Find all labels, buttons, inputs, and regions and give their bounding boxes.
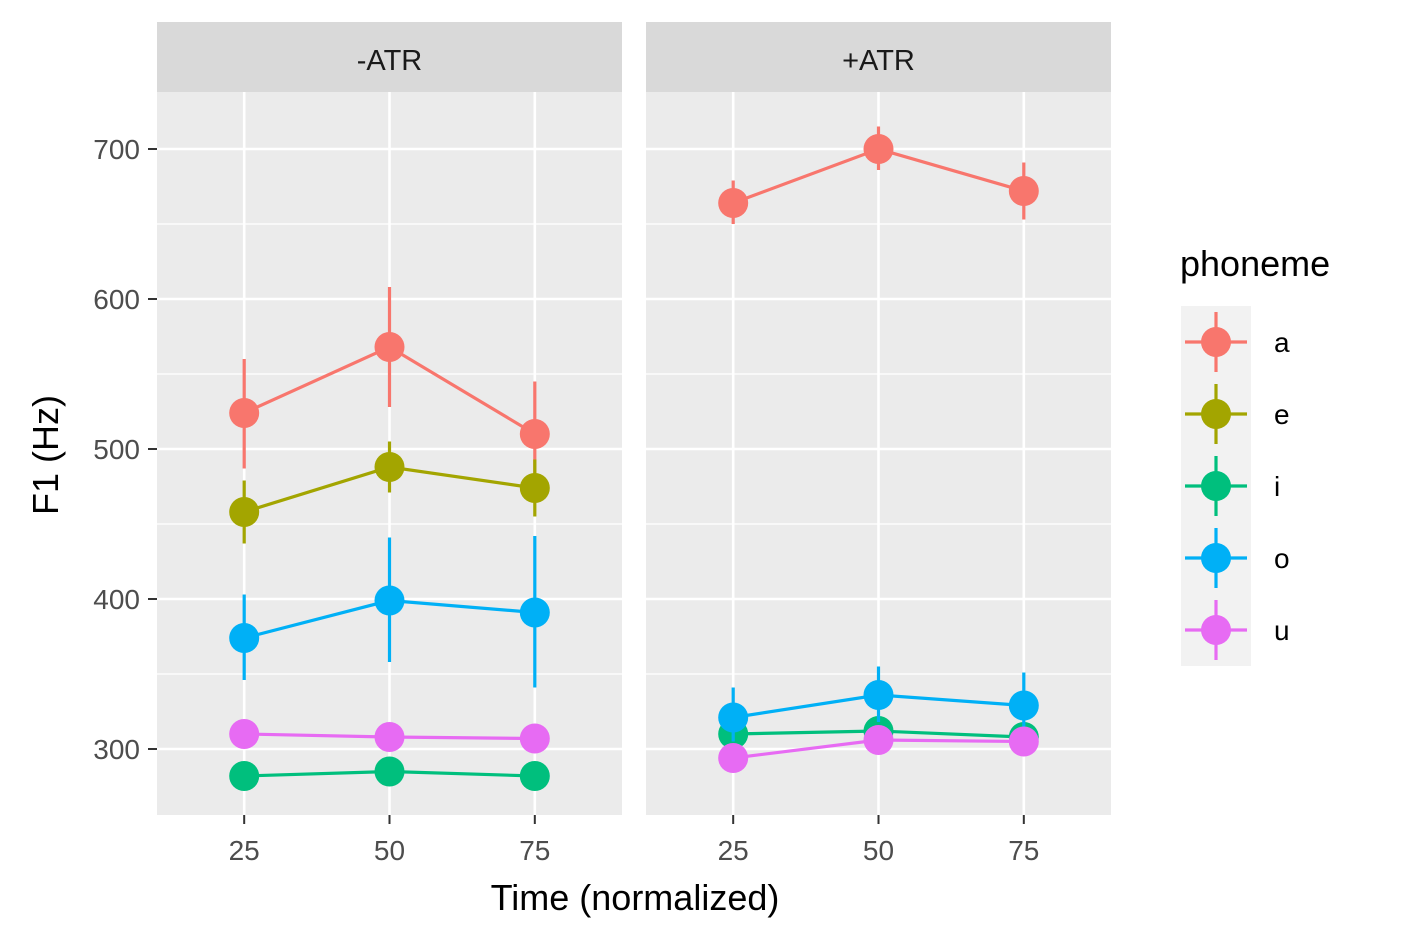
legend-label: a xyxy=(1274,327,1290,358)
x-tick-label: 50 xyxy=(374,835,405,866)
data-point xyxy=(374,722,405,752)
x-tick-label: 25 xyxy=(229,835,260,866)
legend-label: e xyxy=(1274,399,1290,430)
legend-point xyxy=(1201,543,1231,573)
series-a xyxy=(718,126,1039,224)
series-u xyxy=(229,719,550,754)
legend-entry-i: i xyxy=(1185,456,1280,516)
facet-strip-label: -ATR xyxy=(357,45,423,77)
data-point xyxy=(718,702,749,733)
data-point xyxy=(519,723,550,754)
legend-entry-o: o xyxy=(1185,528,1290,588)
legend-entry-u: u xyxy=(1185,600,1290,660)
x-axis-panel-1: 25 50 75 xyxy=(229,815,550,866)
data-point xyxy=(374,452,405,482)
data-point xyxy=(1008,176,1039,206)
data-point xyxy=(374,585,405,616)
legend-label: o xyxy=(1274,543,1290,574)
y-axis: 300 400 500 600 700 xyxy=(93,134,157,765)
x-tick-label: 75 xyxy=(1008,835,1039,866)
data-point xyxy=(229,497,260,527)
y-axis-title: F1 (Hz) xyxy=(25,395,66,515)
facet-panel-1: -ATR xyxy=(157,22,622,815)
data-point xyxy=(229,623,260,653)
y-tick-label: 300 xyxy=(93,734,140,765)
legend-label: i xyxy=(1274,471,1280,502)
data-point xyxy=(229,719,260,749)
data-point xyxy=(374,756,405,787)
series-o xyxy=(229,536,550,688)
legend-entry-a: a xyxy=(1185,312,1290,372)
facet-strip xyxy=(646,22,1111,92)
data-point xyxy=(863,134,894,164)
legend-point xyxy=(1201,327,1231,357)
legend-entry-e: e xyxy=(1185,384,1290,444)
y-tick-label: 600 xyxy=(93,284,140,315)
x-tick-label: 50 xyxy=(863,835,894,866)
series-u xyxy=(718,725,1039,773)
series-o xyxy=(718,666,1039,742)
y-tick-label: 700 xyxy=(93,134,140,165)
legend-title: phoneme xyxy=(1180,243,1330,284)
data-point xyxy=(1008,726,1039,757)
data-point xyxy=(374,332,405,362)
series-i xyxy=(229,756,550,791)
data-point xyxy=(1008,690,1039,721)
legend-label: u xyxy=(1274,615,1290,646)
data-point xyxy=(519,473,550,503)
facet-strip-label: +ATR xyxy=(842,45,915,77)
legend-point xyxy=(1201,399,1231,429)
facet-strip xyxy=(157,22,622,92)
legend-point xyxy=(1201,615,1231,645)
x-tick-label: 25 xyxy=(718,835,749,866)
x-tick-label: 75 xyxy=(519,835,550,866)
data-point xyxy=(718,188,749,218)
y-tick-label: 500 xyxy=(93,434,140,465)
facet-panel-2: +ATR xyxy=(646,22,1111,815)
legend: phoneme a e i o u xyxy=(1180,243,1330,666)
data-point xyxy=(229,398,260,428)
series-a xyxy=(229,287,550,487)
data-point xyxy=(519,761,550,791)
x-axis-panel-2: 25 50 75 xyxy=(718,815,1039,866)
x-axis-title: Time (normalized) xyxy=(491,877,780,918)
x-axes: 25 50 75 25 50 75 xyxy=(229,815,1039,866)
data-point xyxy=(718,743,749,773)
data-point xyxy=(519,597,550,628)
data-point xyxy=(519,419,550,449)
data-point xyxy=(229,761,260,791)
facet-panels: -ATR +ATR xyxy=(157,22,1111,815)
data-point xyxy=(863,680,894,710)
data-point xyxy=(863,725,894,755)
legend-point xyxy=(1201,471,1231,501)
series-e xyxy=(229,441,550,544)
y-tick-label: 400 xyxy=(93,584,140,615)
